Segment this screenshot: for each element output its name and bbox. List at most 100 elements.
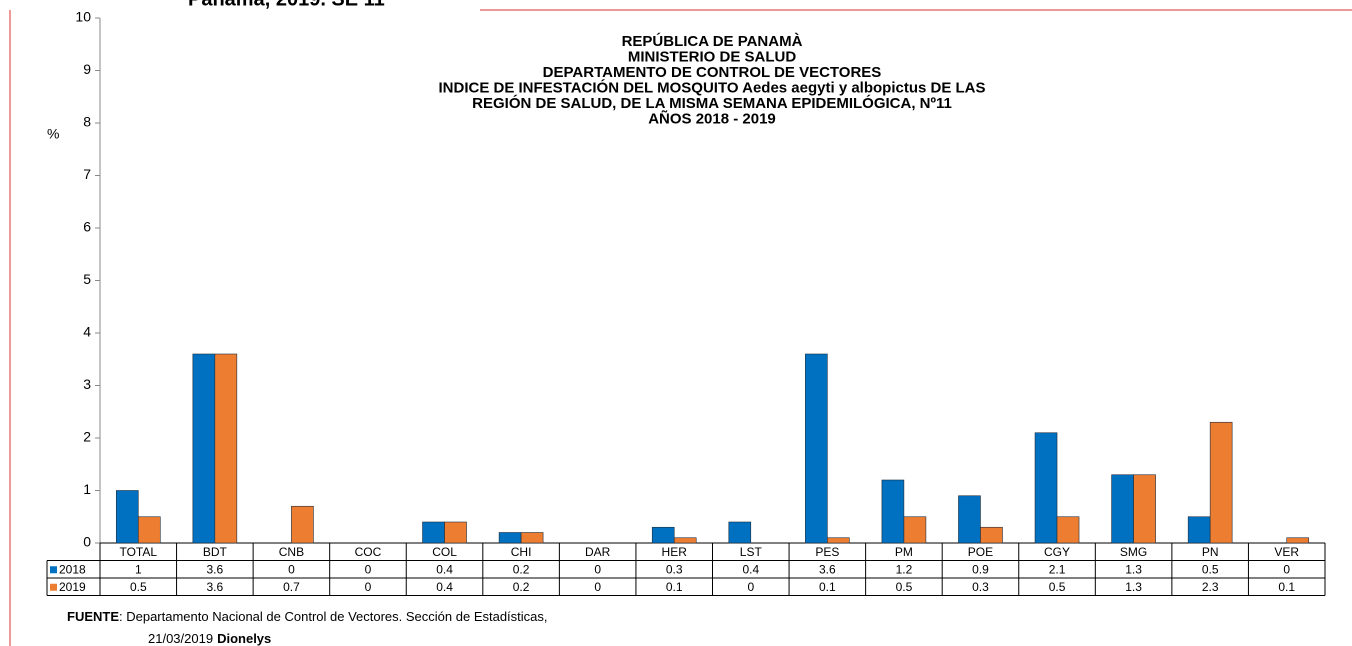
chart-title: MINISTERIO DE SALUD [628, 48, 797, 65]
data-label: 0 [594, 562, 601, 576]
y-tick-label: 2 [83, 429, 91, 445]
bar [651, 526, 675, 544]
x-tick-label: PM [895, 545, 913, 559]
footer-source: FUENTE: Departamento Nacional de Control… [67, 609, 548, 624]
chart-title: INDICE DE INFESTACIÓN DEL MOSQUITO Aedes… [438, 78, 985, 96]
x-tick-label: BDT [203, 545, 228, 559]
y-tick-label: 3 [83, 376, 91, 392]
data-label: 1 [135, 562, 142, 576]
data-label: 0.9 [972, 562, 989, 576]
data-label: 0.4 [436, 562, 453, 576]
data-label: 3.6 [819, 562, 836, 576]
x-tick-label: CHI [511, 545, 532, 559]
x-tick-label: POE [968, 545, 993, 559]
footer-date: 21/03/2019 Dionelys [148, 631, 271, 646]
bar [115, 490, 139, 544]
x-tick-label: VER [1274, 545, 1299, 559]
x-tick-label: SMG [1120, 545, 1147, 559]
x-tick-label: PES [815, 545, 839, 559]
data-label: 0 [594, 580, 601, 594]
data-label: 3.6 [207, 562, 224, 576]
data-label: 0 [365, 580, 372, 594]
x-tick-label: HER [662, 545, 688, 559]
data-label: 0.3 [972, 580, 989, 594]
x-tick-label: DAR [585, 545, 611, 559]
author: Dionelys [217, 631, 271, 646]
bar [1187, 516, 1211, 544]
data-label: 0 [747, 580, 754, 594]
x-tick-label: COL [432, 545, 457, 559]
y-tick-label: 1 [83, 481, 91, 497]
bar [520, 532, 544, 544]
data-label: 0.1 [819, 580, 836, 594]
data-label: 3.6 [207, 580, 224, 594]
bar [498, 532, 522, 544]
bar [1034, 432, 1058, 544]
bar [805, 353, 828, 544]
bar [1209, 421, 1233, 544]
bar [1111, 474, 1134, 544]
data-label: 0.1 [666, 580, 683, 594]
x-tick-label: PN [1202, 545, 1219, 559]
bar [422, 521, 445, 544]
bar [1133, 474, 1156, 544]
data-label: 0.7 [283, 580, 300, 594]
bar [958, 495, 981, 544]
y-axis-label: % [47, 126, 59, 142]
data-label: 0 [1283, 562, 1290, 576]
data-label: 2.3 [1202, 580, 1219, 594]
bar [444, 521, 467, 544]
data-label: 0.4 [742, 562, 759, 576]
bar [728, 521, 752, 544]
data-label: 1.3 [1125, 562, 1142, 576]
legend-swatch [50, 566, 57, 574]
x-tick-label: CGY [1044, 545, 1070, 559]
y-tick-label: 8 [83, 114, 91, 130]
bar [827, 537, 850, 544]
chart-title: DEPARTAMENTO DE CONTROL DE VECTORES [543, 64, 882, 81]
y-tick-label: 6 [83, 219, 91, 235]
chart-title: REPÚBLICA DE PANAMÀ [622, 32, 803, 50]
data-label: 0.5 [896, 580, 913, 594]
legend-swatch [50, 583, 57, 591]
data-label: 0.5 [130, 580, 147, 594]
bar [881, 479, 905, 544]
y-tick-label: 4 [83, 324, 91, 340]
bar [192, 353, 216, 544]
y-tick-label: 5 [83, 271, 91, 287]
data-label: 0.3 [666, 562, 683, 576]
data-label: 0.5 [1049, 580, 1066, 594]
y-tick-label: 0 [83, 534, 91, 550]
data-label: 0.4 [436, 580, 453, 594]
data-label: 0.2 [513, 562, 530, 576]
date: 21/03/2019 [148, 631, 213, 646]
x-tick-label: CNB [279, 545, 304, 559]
source-label: FUENTE [67, 609, 119, 624]
y-tick-label: 10 [75, 9, 91, 25]
source-text: : Departamento Nacional de Control de Ve… [119, 609, 548, 624]
data-label: 1.2 [896, 562, 913, 576]
legend-label: 2019 [59, 580, 86, 594]
data-label: 0.2 [513, 580, 530, 594]
bar [1056, 516, 1080, 544]
legend-label: 2018 [59, 562, 86, 576]
bar [1286, 537, 1310, 544]
chart-title: AÑOS 2018 - 2019 [648, 109, 776, 127]
data-label: 0 [365, 562, 372, 576]
data-label: 1.3 [1125, 580, 1142, 594]
chart-title: REGIÓN DE SALUD, DE LA MISMA SEMANA EPID… [472, 94, 952, 112]
data-label: 2.1 [1049, 562, 1066, 576]
bar [214, 353, 238, 544]
x-tick-label: TOTAL [119, 545, 157, 559]
bar [980, 526, 1003, 544]
bar [673, 537, 697, 544]
x-tick-label: COC [355, 545, 382, 559]
data-label: 0.5 [1202, 562, 1219, 576]
y-tick-label: 9 [83, 61, 91, 77]
bar [291, 505, 314, 544]
y-tick-label: 7 [83, 166, 91, 182]
header-text: Panamá, 2019. SE 11 [188, 0, 385, 10]
bar [903, 516, 927, 544]
data-label: 0 [288, 562, 295, 576]
